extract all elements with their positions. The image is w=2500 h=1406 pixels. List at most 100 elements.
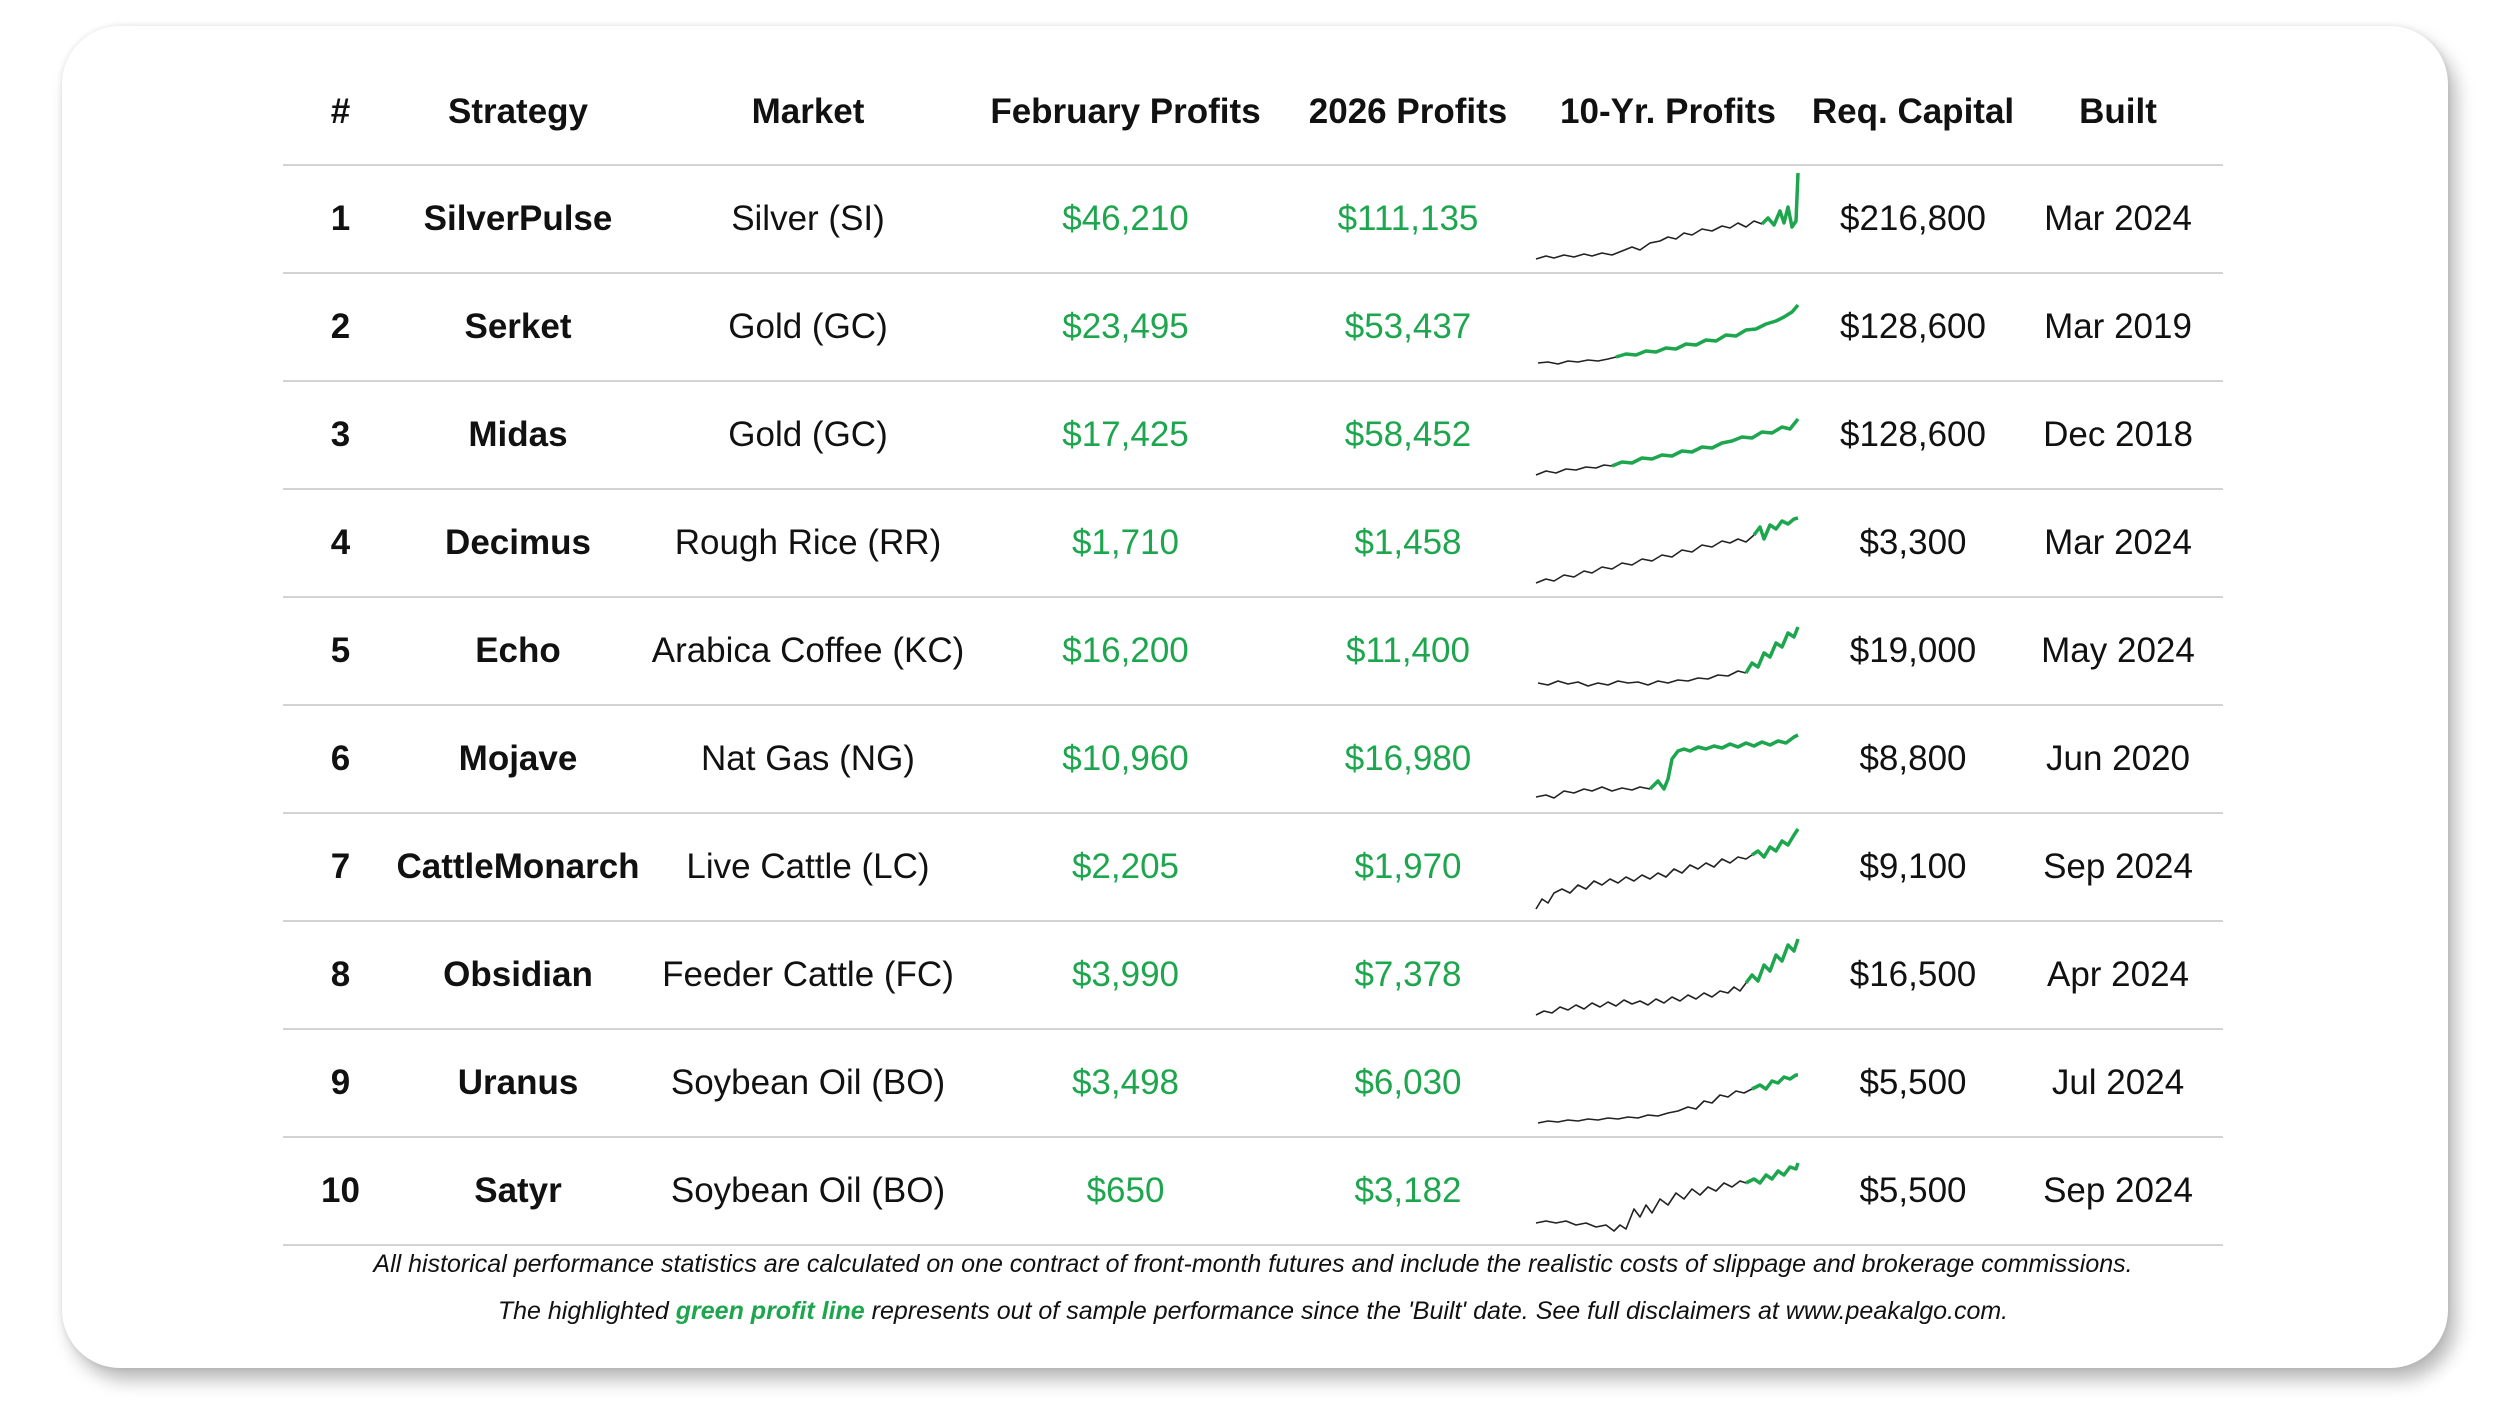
year-profit: $1,458 xyxy=(1354,523,1462,562)
row-number: 8 xyxy=(330,955,351,994)
sparkline-chart xyxy=(1535,417,1800,476)
strategy-name: SilverPulse xyxy=(423,199,613,238)
row-number: 7 xyxy=(330,847,351,886)
table-row: 8 Obsidian Feeder Cattle (FC) $3,990 $7,… xyxy=(283,922,2223,1030)
built-date: Apr 2024 xyxy=(2046,955,2190,994)
built-date: Sep 2024 xyxy=(2043,1171,2193,1210)
header-strategy: Strategy xyxy=(447,92,589,131)
strategy-name: Uranus xyxy=(457,1063,579,1102)
february-profit: $2,205 xyxy=(1071,847,1180,886)
row-number: 4 xyxy=(330,523,351,562)
built-date: Jun 2020 xyxy=(2045,739,2191,778)
february-profit: $10,960 xyxy=(1062,739,1189,778)
sparkline-chart xyxy=(1537,1073,1798,1124)
header-2026-profits: 2026 Profits xyxy=(1308,92,1508,131)
ten-year-sparkline xyxy=(1523,274,1813,380)
ten-year-sparkline xyxy=(1523,382,1813,488)
performance-card xyxy=(62,26,2448,1368)
footnote-legend-after: represents out of sample performance sin… xyxy=(864,1297,2009,1325)
built-date: Mar 2024 xyxy=(2044,199,2192,238)
year-profit: $11,400 xyxy=(1346,631,1470,670)
year-profit: $3,182 xyxy=(1354,1171,1462,1210)
strategy-name: Echo xyxy=(475,631,561,670)
year-profit: $7,378 xyxy=(1354,955,1462,994)
sparkline-chart xyxy=(1535,172,1800,260)
required-capital: $3,300 xyxy=(1859,523,1967,562)
row-number: 3 xyxy=(330,415,351,454)
built-date: Mar 2019 xyxy=(2044,307,2192,346)
year-profit: $6,030 xyxy=(1354,1063,1462,1102)
february-profit: $1,710 xyxy=(1071,523,1180,562)
market-name: Soybean Oil (BO) xyxy=(670,1171,946,1210)
sparkline-chart xyxy=(1537,303,1800,365)
table-row: 5 Echo Arabica Coffee (KC) $16,200 $11,4… xyxy=(283,598,2223,706)
required-capital: $8,800 xyxy=(1859,739,1967,778)
table-header-row: # Strategy Market February Profits 2026 … xyxy=(283,60,2223,166)
strategy-name: Obsidian xyxy=(443,955,593,994)
strategy-name: CattleMonarch xyxy=(396,847,640,886)
table-row: 3 Midas Gold (GC) $17,425 $58,452 $128,6… xyxy=(283,382,2223,490)
year-profit: $1,970 xyxy=(1354,847,1462,886)
sparkline-chart xyxy=(1535,733,1799,799)
ten-year-sparkline xyxy=(1523,922,1813,1028)
row-number: 10 xyxy=(321,1171,360,1210)
header-required-capital: Req. Capital xyxy=(1811,92,2015,131)
table-row: 6 Mojave Nat Gas (NG) $10,960 $16,980 $8… xyxy=(283,706,2223,814)
built-date: Dec 2018 xyxy=(2043,415,2193,454)
february-profit: $23,495 xyxy=(1062,307,1189,346)
sparkline-chart xyxy=(1535,516,1799,584)
table-row: 2 Serket Gold (GC) $23,495 $53,437 $128,… xyxy=(283,274,2223,382)
row-number: 5 xyxy=(330,631,351,670)
built-date: Mar 2024 xyxy=(2044,523,2192,562)
year-profit: $53,437 xyxy=(1344,307,1472,346)
required-capital: $9,100 xyxy=(1859,847,1967,886)
market-name: Silver (SI) xyxy=(731,199,885,238)
february-profit: $16,200 xyxy=(1062,631,1189,670)
february-profit: $650 xyxy=(1086,1171,1165,1210)
built-date: May 2024 xyxy=(2041,631,2195,670)
header-10yr-profits: 10-Yr. Profits xyxy=(1560,92,1776,131)
header-built: Built xyxy=(2079,92,2157,131)
header-number: # xyxy=(330,92,351,131)
built-date: Sep 2024 xyxy=(2043,847,2193,886)
table-row: 7 CattleMonarch Live Cattle (LC) $2,205 … xyxy=(283,814,2223,922)
table-row: 4 Decimus Rough Rice (RR) $1,710 $1,458 … xyxy=(283,490,2223,598)
header-february-profits: February Profits xyxy=(990,92,1261,131)
market-name: Arabica Coffee (KC) xyxy=(651,631,965,670)
market-name: Live Cattle (LC) xyxy=(686,847,930,886)
ten-year-sparkline xyxy=(1523,814,1813,920)
february-profit: $17,425 xyxy=(1062,415,1189,454)
sparkline-chart xyxy=(1535,1162,1800,1232)
row-number: 6 xyxy=(330,739,351,778)
market-name: Gold (GC) xyxy=(728,415,888,454)
footnote-disclaimer: All historical performance statistics ar… xyxy=(373,1250,2133,1278)
sparkline-chart xyxy=(1535,828,1800,910)
strategy-name: Decimus xyxy=(445,523,591,562)
sparkline-chart xyxy=(1535,938,1800,1016)
required-capital: $5,500 xyxy=(1859,1171,1967,1210)
strategy-name: Serket xyxy=(464,307,572,346)
ten-year-sparkline xyxy=(1523,1138,1813,1244)
market-name: Nat Gas (NG) xyxy=(701,739,915,778)
row-number: 1 xyxy=(330,199,351,238)
strategy-name: Satyr xyxy=(474,1171,562,1210)
required-capital: $16,500 xyxy=(1849,955,1977,994)
ten-year-sparkline xyxy=(1523,166,1813,272)
ten-year-sparkline xyxy=(1523,598,1813,704)
ten-year-sparkline xyxy=(1523,706,1813,812)
header-market: Market xyxy=(751,92,865,131)
year-profit: $16,980 xyxy=(1344,739,1472,778)
strategy-name: Midas xyxy=(468,415,568,454)
required-capital: $5,500 xyxy=(1859,1063,1967,1102)
market-name: Feeder Cattle (FC) xyxy=(662,955,954,994)
row-number: 2 xyxy=(330,307,351,346)
required-capital: $19,000 xyxy=(1849,631,1977,670)
row-number: 9 xyxy=(330,1063,351,1102)
footnote-legend-before: The highlighted xyxy=(497,1297,676,1325)
market-name: Gold (GC) xyxy=(728,307,888,346)
february-profit: $3,990 xyxy=(1071,955,1180,994)
built-date: Jul 2024 xyxy=(2051,1063,2185,1102)
footnote-legend: The highlighted green profit line repres… xyxy=(283,1297,2223,1326)
table-row: 10 Satyr Soybean Oil (BO) $650 $3,182 $5… xyxy=(283,1138,2223,1246)
market-name: Soybean Oil (BO) xyxy=(670,1063,946,1102)
